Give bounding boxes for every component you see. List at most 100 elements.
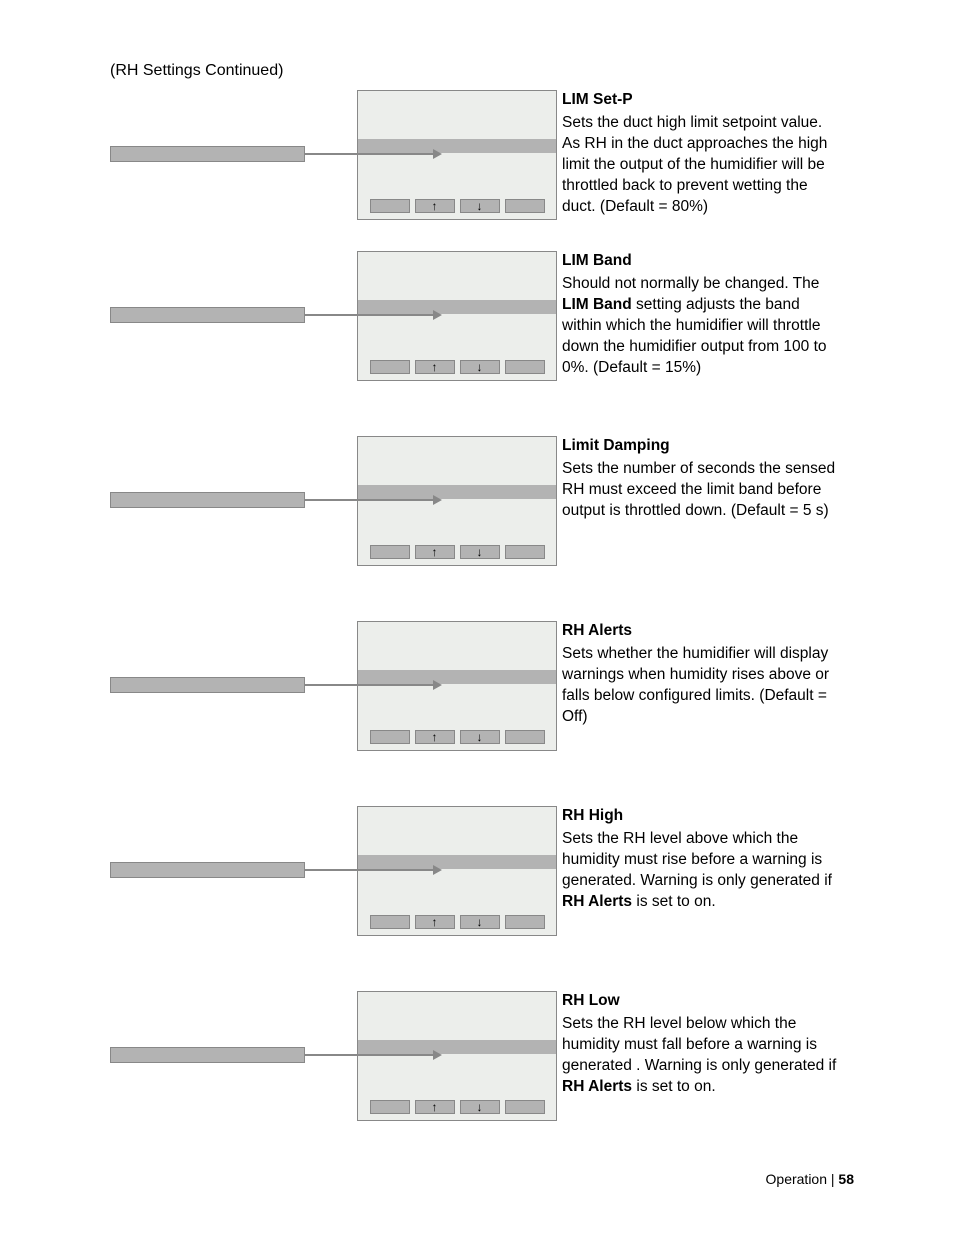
panel-value-bar (358, 139, 556, 153)
arrow-up-icon: ↑ (432, 731, 438, 743)
arrow-head-icon (433, 495, 442, 505)
arrow-connector (305, 684, 435, 686)
display-panel: ↑↓ (357, 806, 557, 936)
arrow-head-icon (433, 310, 442, 320)
arrow-connector (305, 869, 435, 871)
arrow-head-icon (433, 149, 442, 159)
setting-diagram: ↑↓ (110, 806, 550, 951)
arrow-head-icon (433, 1050, 442, 1060)
arrow-connector (305, 153, 435, 155)
prev-menu-bar (110, 1047, 305, 1063)
panel-button-left[interactable] (370, 199, 410, 213)
panel-button-up[interactable]: ↑ (415, 915, 455, 929)
footer-label: Operation | (766, 1171, 839, 1187)
page-footer: Operation | 58 (766, 1171, 854, 1187)
panel-button-down[interactable]: ↓ (460, 545, 500, 559)
setting-diagram: ↑↓ (110, 251, 550, 396)
setting-diagram: ↑↓ (110, 436, 550, 581)
panel-button-right[interactable] (505, 360, 545, 374)
panel-button-down[interactable]: ↓ (460, 730, 500, 744)
arrow-up-icon: ↑ (432, 916, 438, 928)
arrow-connector (305, 314, 435, 316)
display-panel: ↑↓ (357, 436, 557, 566)
display-panel: ↑↓ (357, 251, 557, 381)
panel-button-right[interactable] (505, 545, 545, 559)
panel-button-left[interactable] (370, 545, 410, 559)
setting-diagram: ↑↓ (110, 991, 550, 1136)
display-panel: ↑↓ (357, 991, 557, 1121)
panel-button-left[interactable] (370, 915, 410, 929)
arrow-up-icon: ↑ (432, 1101, 438, 1113)
setting-diagram: ↑↓ (110, 621, 550, 766)
prev-menu-bar (110, 146, 305, 162)
setting-title: Limit Damping (562, 436, 840, 457)
panel-button-row: ↑↓ (358, 915, 556, 929)
panel-value-bar (358, 670, 556, 684)
panel-value-bar (358, 855, 556, 869)
panel-button-row: ↑↓ (358, 1100, 556, 1114)
panel-button-down[interactable]: ↓ (460, 199, 500, 213)
prev-menu-bar (110, 677, 305, 693)
arrow-connector (305, 1054, 435, 1056)
setting-title: RH Alerts (562, 621, 840, 642)
footer-page-number: 58 (838, 1171, 854, 1187)
panel-button-down[interactable]: ↓ (460, 360, 500, 374)
arrow-up-icon: ↑ (432, 200, 438, 212)
setting-row: ↑↓Limit DampingSets the number of second… (110, 436, 840, 581)
setting-body: Sets the number of seconds the sensed RH… (562, 459, 840, 522)
setting-title: RH High (562, 806, 840, 827)
panel-button-right[interactable] (505, 199, 545, 213)
setting-description: LIM BandShould not normally be changed. … (550, 251, 840, 379)
setting-description: LIM Set-PSets the duct high limit setpoi… (550, 90, 840, 218)
panel-button-down[interactable]: ↓ (460, 915, 500, 929)
panel-button-row: ↑↓ (358, 199, 556, 213)
panel-button-up[interactable]: ↑ (415, 1100, 455, 1114)
setting-title: LIM Set-P (562, 90, 840, 111)
setting-body: Sets whether the humidifier will display… (562, 644, 840, 728)
panel-button-left[interactable] (370, 730, 410, 744)
arrow-up-icon: ↑ (432, 546, 438, 558)
arrow-down-icon: ↓ (477, 361, 483, 373)
arrow-down-icon: ↓ (477, 200, 483, 212)
page-header: (RH Settings Continued) (110, 62, 283, 80)
setting-row: ↑↓LIM BandShould not normally be changed… (110, 251, 840, 396)
arrow-down-icon: ↓ (477, 546, 483, 558)
setting-row: ↑↓LIM Set-PSets the duct high limit setp… (110, 90, 840, 235)
display-panel: ↑↓ (357, 621, 557, 751)
display-panel: ↑↓ (357, 90, 557, 220)
setting-row: ↑↓RH HighSets the RH level above which t… (110, 806, 840, 951)
panel-button-down[interactable]: ↓ (460, 1100, 500, 1114)
arrow-up-icon: ↑ (432, 361, 438, 373)
panel-button-up[interactable]: ↑ (415, 199, 455, 213)
setting-description: Limit DampingSets the number of seconds … (550, 436, 840, 522)
setting-row: ↑↓RH LowSets the RH level below which th… (110, 991, 840, 1136)
panel-button-row: ↑↓ (358, 730, 556, 744)
panel-button-left[interactable] (370, 360, 410, 374)
setting-title: LIM Band (562, 251, 840, 272)
setting-body: Sets the duct high limit setpoint value.… (562, 113, 840, 218)
arrow-down-icon: ↓ (477, 731, 483, 743)
panel-button-right[interactable] (505, 915, 545, 929)
arrow-down-icon: ↓ (477, 916, 483, 928)
panel-value-bar (358, 1040, 556, 1054)
setting-description: RH LowSets the RH level below which the … (550, 991, 840, 1098)
panel-button-left[interactable] (370, 1100, 410, 1114)
panel-button-row: ↑↓ (358, 360, 556, 374)
arrow-head-icon (433, 680, 442, 690)
panel-button-up[interactable]: ↑ (415, 545, 455, 559)
prev-menu-bar (110, 862, 305, 878)
setting-body: Should not normally be changed. The LIM … (562, 274, 840, 379)
setting-description: RH AlertsSets whether the humidifier wil… (550, 621, 840, 728)
panel-button-row: ↑↓ (358, 545, 556, 559)
setting-diagram: ↑↓ (110, 90, 550, 235)
setting-title: RH Low (562, 991, 840, 1012)
panel-button-right[interactable] (505, 730, 545, 744)
setting-description: RH HighSets the RH level above which the… (550, 806, 840, 913)
prev-menu-bar (110, 492, 305, 508)
panel-button-up[interactable]: ↑ (415, 730, 455, 744)
prev-menu-bar (110, 307, 305, 323)
panel-button-right[interactable] (505, 1100, 545, 1114)
panel-value-bar (358, 485, 556, 499)
setting-body: Sets the RH level above which the humidi… (562, 829, 840, 913)
panel-button-up[interactable]: ↑ (415, 360, 455, 374)
